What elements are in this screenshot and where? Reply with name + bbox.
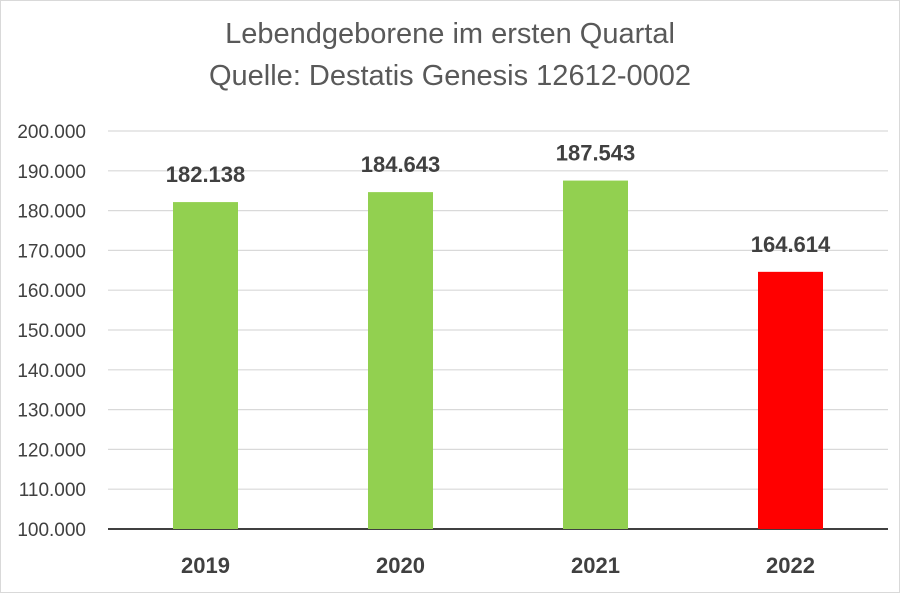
y-tick-label: 170.000: [17, 241, 86, 262]
bar-2020: [368, 192, 433, 530]
y-tick-label: 110.000: [19, 480, 86, 501]
x-tick-label-2019: 2019: [181, 553, 230, 578]
x-tick-label-2021: 2021: [571, 553, 620, 578]
y-tick-label: 200.000: [17, 122, 86, 143]
x-tick-label-2020: 2020: [376, 553, 425, 578]
y-axis-ticks: 100.000 110.000 120.000 130.000 140.000 150.0…: [17, 122, 86, 541]
data-label-2019: 182.138: [166, 162, 246, 187]
y-tick-label: 150.000: [17, 321, 86, 342]
bar-2021: [563, 180, 628, 529]
data-label-2022: 164.614: [751, 232, 831, 257]
chart-subtitle: Quelle: Destatis Genesis 12612-0002: [208, 60, 691, 92]
y-tick-label: 160.000: [17, 281, 86, 302]
x-axis-categories: 2019 2020 2021 2022: [181, 553, 815, 578]
data-label-2021: 187.543: [556, 141, 636, 166]
bar-2022: [758, 271, 823, 529]
data-label-2020: 184.643: [361, 152, 441, 177]
y-tick-label: 120.000: [17, 440, 86, 461]
bar-2019: [173, 202, 238, 529]
x-tick-label-2022: 2022: [766, 553, 815, 578]
y-tick-label: 180.000: [17, 202, 86, 223]
y-tick-label: 100.000: [17, 520, 86, 541]
y-tick-label: 190.000: [17, 162, 86, 183]
y-tick-label: 140.000: [17, 361, 86, 382]
bars: [173, 180, 823, 530]
data-labels: 182.138 184.643 187.543 164.614: [166, 141, 831, 257]
y-tick-label: 130.000: [17, 401, 86, 422]
chart-title: Lebendgeborene im ersten Quartal: [225, 18, 675, 50]
